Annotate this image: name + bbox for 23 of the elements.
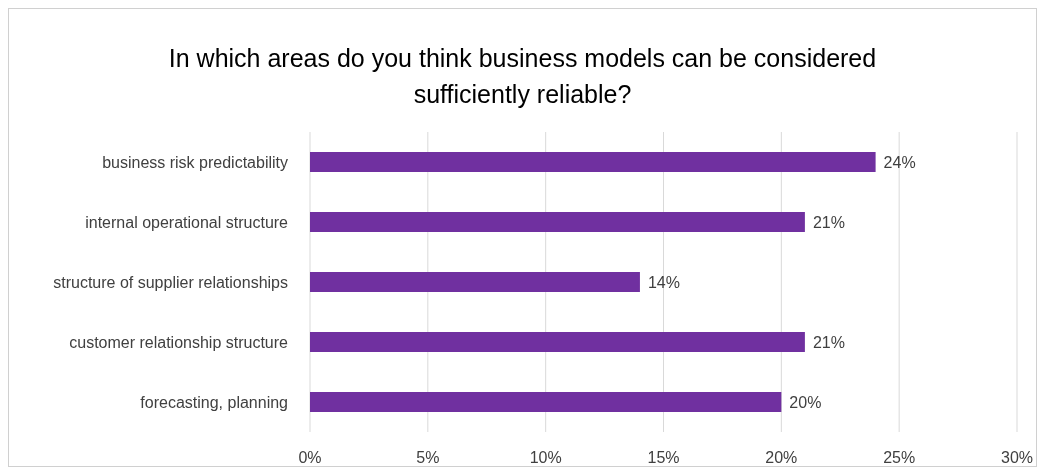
bar [310, 152, 876, 172]
data-label: 20% [789, 393, 822, 411]
chart-title: In which areas do you think business models can be considered sufficiently reliable? [167, 42, 878, 110]
x-tick-label: 10% [529, 449, 562, 467]
data-label: 14% [647, 273, 680, 291]
x-tick-label: 25% [883, 449, 916, 467]
data-label: 21% [812, 333, 845, 351]
data-label: 21% [812, 213, 845, 231]
y-tick-label: forecasting, planning [140, 393, 288, 411]
x-tick-label: 0% [298, 449, 322, 467]
x-tick-label: 5% [416, 449, 440, 467]
x-tick-label: 20% [765, 449, 798, 467]
x-tick-label: 15% [647, 449, 680, 467]
y-tick-label: customer relationship structure [69, 333, 289, 351]
x-tick-label: 30% [1000, 449, 1034, 467]
bar [310, 272, 640, 292]
bar [310, 332, 805, 352]
y-tick-label: business risk predictability [102, 153, 288, 171]
data-label: 24% [883, 153, 916, 171]
y-tick-label: internal operational structure [85, 213, 289, 231]
y-tick-label: structure of supplier relationships [53, 273, 288, 291]
bar [310, 392, 782, 412]
bar [310, 212, 805, 232]
